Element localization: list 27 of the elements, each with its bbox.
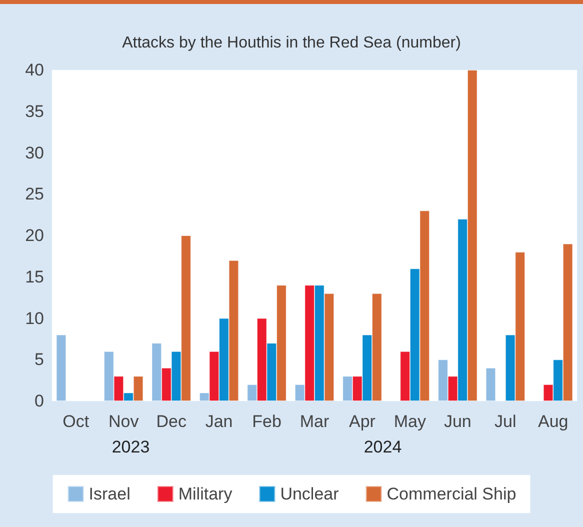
legend-label: Commercial Ship	[386, 484, 516, 504]
x-tick-label: May	[394, 412, 427, 431]
x-tick-label: Mar	[300, 412, 330, 431]
y-tick-label: 10	[25, 308, 44, 328]
y-tick-label: 15	[25, 267, 44, 286]
x-tick-label: Jan	[205, 412, 233, 431]
y-tick-label: 20	[25, 226, 44, 245]
legend-label: Military	[178, 484, 233, 504]
y-tick-label: 0	[34, 392, 44, 410]
legend-label: Unclear	[280, 484, 340, 504]
x-tick-label: Jun	[444, 412, 472, 431]
text: 2023	[112, 438, 150, 456]
x-tick-label: Aug	[538, 412, 568, 431]
legend-label: Israel	[88, 484, 130, 504]
x-tick-label: Oct	[62, 412, 90, 431]
chart-title: Attacks by the Houthis in the Red Sea (number)	[122, 34, 461, 52]
x-tick-label: Apr	[348, 412, 376, 431]
y-tick-label: 25	[25, 184, 44, 204]
y-tick-label: 40	[25, 60, 44, 80]
y-tick-label: 35	[25, 102, 44, 121]
y-tick-label: 5	[34, 350, 44, 370]
x-tick-label: Feb	[252, 412, 282, 431]
text: 2024	[364, 438, 402, 456]
x-tick-label: Dec	[156, 412, 187, 431]
x-tick-label: Jul	[494, 412, 516, 431]
x-tick-label: Nov	[108, 412, 140, 431]
y-tick-label: 30	[25, 143, 44, 162]
